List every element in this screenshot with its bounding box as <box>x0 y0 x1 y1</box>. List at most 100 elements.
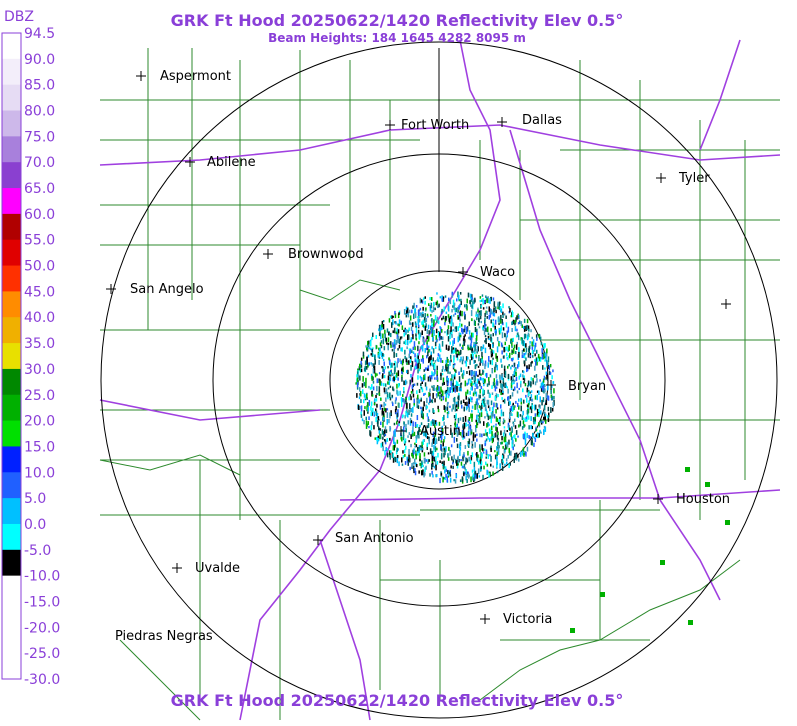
echo <box>426 335 428 340</box>
echo <box>471 405 474 409</box>
echo <box>406 370 408 374</box>
echo <box>514 368 516 371</box>
echo <box>494 454 497 460</box>
echo <box>542 397 545 403</box>
echo <box>405 423 407 430</box>
echo <box>484 363 486 370</box>
echo <box>404 327 406 332</box>
echo <box>398 324 400 327</box>
echo <box>472 435 475 442</box>
echo <box>428 303 430 306</box>
echo <box>379 342 382 347</box>
echo <box>409 348 411 355</box>
echo <box>377 435 380 438</box>
echo <box>513 381 515 385</box>
echo <box>420 462 422 469</box>
echo <box>414 346 416 351</box>
echo <box>547 385 549 390</box>
echo <box>464 325 466 331</box>
echo <box>391 401 393 404</box>
echo <box>447 336 450 342</box>
echo <box>398 402 400 409</box>
echo <box>374 355 376 361</box>
echo <box>376 437 378 441</box>
echo <box>416 363 418 369</box>
echo <box>373 400 376 406</box>
echo <box>382 320 385 323</box>
echo <box>511 413 513 417</box>
echo <box>377 355 379 358</box>
echo <box>521 450 524 456</box>
echo <box>384 426 387 430</box>
echo <box>551 396 554 401</box>
echo <box>426 405 428 409</box>
echo <box>401 377 403 382</box>
echo <box>390 450 392 454</box>
echo <box>539 356 541 362</box>
echo <box>475 314 477 317</box>
echo <box>490 430 492 434</box>
legend-swatch <box>2 394 21 422</box>
title: GRK Ft Hood 20250622/1420 Reflectivity E… <box>171 11 624 30</box>
echo <box>540 342 543 346</box>
echo <box>475 474 478 479</box>
echo <box>421 381 423 385</box>
echo <box>522 447 525 453</box>
echo <box>499 301 501 305</box>
echo <box>449 471 451 475</box>
echo <box>439 335 441 340</box>
echo <box>418 318 421 323</box>
echo <box>381 366 383 369</box>
echo <box>528 425 530 430</box>
echo <box>381 320 384 327</box>
echo <box>484 402 486 407</box>
legend-swatch <box>2 653 21 680</box>
city-marker <box>653 494 663 504</box>
echo <box>534 359 536 362</box>
echo <box>434 459 436 463</box>
echo <box>474 387 476 392</box>
echo <box>456 381 459 387</box>
echo <box>436 386 439 390</box>
echo <box>386 448 388 451</box>
echo <box>529 407 532 410</box>
echo <box>448 318 451 323</box>
echo <box>417 433 419 439</box>
echo <box>515 317 517 322</box>
echo <box>493 378 495 383</box>
echo <box>570 628 575 633</box>
echo <box>507 326 510 333</box>
echo <box>372 376 374 381</box>
echo <box>421 300 424 304</box>
echo <box>447 381 449 386</box>
echo <box>468 378 471 381</box>
echo <box>501 332 504 339</box>
echo <box>366 347 368 351</box>
echo <box>483 421 485 426</box>
echo <box>413 452 415 455</box>
echo <box>540 431 542 434</box>
echo <box>543 343 545 349</box>
echo <box>486 432 488 437</box>
echo <box>454 363 456 366</box>
echo <box>430 302 433 309</box>
echo <box>471 353 474 357</box>
echo <box>498 322 500 326</box>
echo <box>479 459 482 464</box>
echo <box>404 349 406 355</box>
echo <box>479 389 481 394</box>
echo <box>442 396 445 401</box>
echo <box>392 457 395 463</box>
echo <box>384 366 386 370</box>
echo <box>408 449 410 455</box>
echo <box>386 408 389 411</box>
legend-label: 75.0 <box>24 129 55 145</box>
echo <box>462 425 464 429</box>
echo <box>418 470 420 474</box>
legend-swatch <box>2 58 21 86</box>
echo <box>446 391 448 395</box>
echo <box>403 380 405 386</box>
echo <box>494 385 497 392</box>
echo <box>512 446 514 451</box>
echo <box>525 394 527 398</box>
